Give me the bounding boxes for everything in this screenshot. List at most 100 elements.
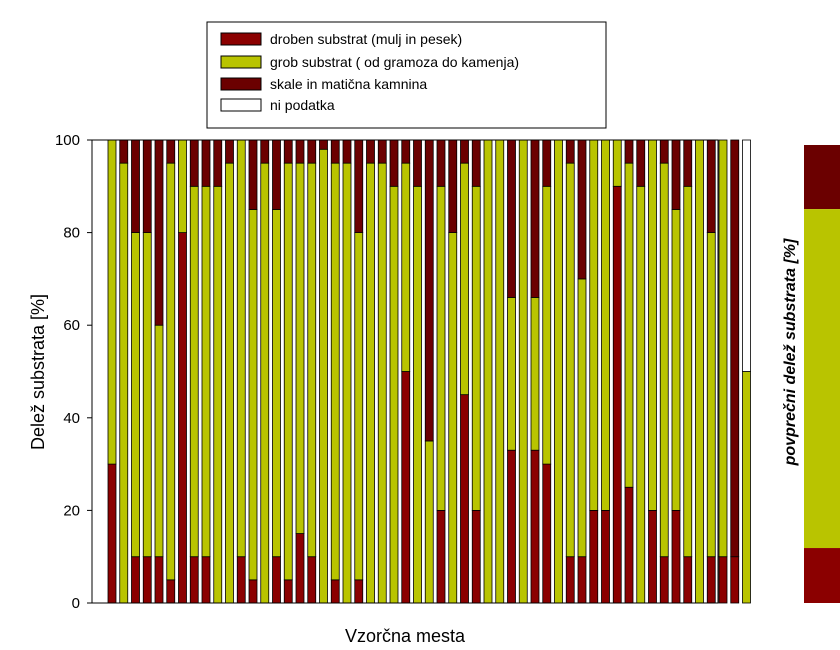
bar-segment bbox=[436, 185, 446, 511]
bar-segment bbox=[706, 232, 716, 558]
bar-segment bbox=[366, 139, 375, 164]
bar-segment bbox=[154, 324, 164, 558]
bar-segment bbox=[272, 139, 281, 210]
bar-segment bbox=[577, 139, 587, 280]
bar-segment bbox=[107, 139, 117, 465]
bar-segment bbox=[683, 556, 693, 604]
bar-segment bbox=[413, 185, 422, 604]
bar-segment bbox=[248, 139, 258, 210]
bar-segment bbox=[166, 139, 176, 164]
legend-label-rock: skale in matična kamnina bbox=[270, 76, 427, 92]
bar-segment bbox=[542, 463, 552, 604]
x-axis-label: Vzorčna mesta bbox=[345, 626, 466, 646]
plot-frame bbox=[91, 139, 719, 604]
bar-segment bbox=[448, 139, 458, 233]
bar-segment bbox=[483, 139, 493, 604]
bar-segment bbox=[342, 139, 352, 164]
bar-segment bbox=[542, 185, 552, 465]
bar-segment bbox=[119, 162, 129, 604]
bar-segment bbox=[706, 139, 716, 233]
bar-segment bbox=[131, 139, 140, 233]
bar-segment bbox=[742, 139, 751, 372]
bar-segment bbox=[401, 139, 411, 164]
bar-segment bbox=[648, 509, 657, 604]
legend-swatch-coarse bbox=[220, 55, 262, 69]
bar-segment bbox=[401, 162, 411, 372]
bar-segment bbox=[471, 509, 481, 604]
bar-segment bbox=[683, 185, 693, 558]
bar-segment bbox=[554, 139, 563, 604]
bar-segment bbox=[671, 509, 681, 604]
bar-segment bbox=[530, 297, 540, 451]
bar-segment bbox=[319, 139, 328, 150]
bar-segment bbox=[201, 139, 211, 187]
average-substrate-bar bbox=[804, 145, 840, 603]
bar-segment bbox=[354, 579, 364, 604]
bar-segment bbox=[636, 139, 646, 187]
bar-segment bbox=[283, 579, 293, 604]
bar-segment bbox=[671, 209, 681, 511]
bar-segment bbox=[448, 232, 458, 604]
bar-segment bbox=[612, 139, 622, 187]
legend-swatch-nodata bbox=[220, 98, 262, 112]
side-bar-segment bbox=[804, 209, 840, 549]
bar-segment bbox=[507, 139, 516, 298]
side-bar-label: povprečni delež substrata [%] bbox=[782, 238, 799, 466]
legend-label-nodata: ni podatka bbox=[270, 97, 335, 113]
y-tick-label: 40 bbox=[63, 410, 80, 427]
bar-segment bbox=[424, 139, 434, 442]
bar-segment bbox=[366, 162, 375, 604]
bar-segment bbox=[142, 139, 152, 233]
bar-segment bbox=[260, 139, 270, 164]
bar-segment bbox=[507, 449, 516, 604]
bar-segment bbox=[354, 139, 364, 233]
bar-segment bbox=[530, 139, 540, 298]
bar-segment bbox=[648, 139, 657, 511]
bar-segment bbox=[542, 139, 552, 187]
bar-segment bbox=[201, 556, 211, 604]
bar-segment bbox=[248, 209, 258, 581]
bar-segment bbox=[695, 139, 704, 604]
bar-segment bbox=[589, 139, 599, 511]
bar-segment bbox=[389, 139, 399, 187]
bar-segment bbox=[413, 139, 422, 187]
bar-segment bbox=[272, 209, 281, 558]
bar-segment bbox=[601, 139, 610, 511]
bar-segment bbox=[577, 278, 587, 558]
bar-segment bbox=[742, 371, 751, 604]
bar-segment bbox=[507, 297, 516, 451]
y-tick-label: 80 bbox=[63, 225, 80, 242]
bar-segment bbox=[131, 232, 140, 558]
y-axis-label: Delež substrata [%] bbox=[28, 294, 48, 450]
bar-segment bbox=[142, 556, 152, 604]
bar-segment bbox=[307, 139, 317, 164]
bar-segment bbox=[189, 139, 199, 187]
bar-segment bbox=[166, 579, 176, 604]
bar-segment bbox=[154, 556, 164, 604]
legend-label-fine: droben substrat (mulj in pesek) bbox=[270, 31, 462, 47]
bar-segment bbox=[178, 139, 187, 233]
bar-segment bbox=[342, 162, 352, 604]
bar-segment bbox=[624, 139, 634, 164]
bar-segment bbox=[565, 139, 575, 164]
bar-segment bbox=[213, 185, 223, 604]
bar-segment bbox=[495, 139, 505, 604]
bar-segment bbox=[706, 556, 716, 604]
legend-swatch-rock bbox=[220, 77, 262, 91]
bar-segment bbox=[330, 579, 340, 604]
bar-segment bbox=[330, 162, 340, 581]
bar-segment bbox=[730, 139, 740, 558]
bar-segment bbox=[530, 449, 540, 604]
bar-segment bbox=[295, 533, 305, 604]
bar-segment bbox=[659, 556, 669, 604]
bar-segment bbox=[225, 139, 234, 164]
bar-segment bbox=[589, 509, 599, 604]
bar-segment bbox=[178, 232, 187, 604]
legend-swatch-fine bbox=[220, 32, 262, 46]
side-bar-segment bbox=[804, 145, 840, 210]
bar-segment bbox=[671, 139, 681, 210]
legend-label-coarse: grob substrat ( od gramoza do kamenja) bbox=[270, 54, 519, 70]
bar-segment bbox=[225, 162, 234, 604]
bar-segment bbox=[565, 556, 575, 604]
